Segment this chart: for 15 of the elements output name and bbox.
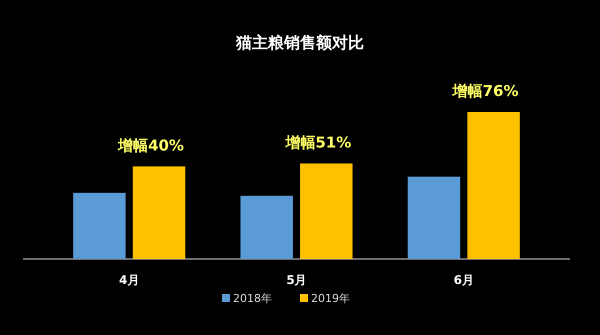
legend-label: 2018年 bbox=[233, 292, 272, 305]
bar bbox=[73, 192, 126, 259]
annotation: 增幅76% bbox=[452, 82, 519, 100]
legend-label: 2019年 bbox=[311, 292, 350, 305]
bar bbox=[300, 163, 353, 259]
bar bbox=[408, 176, 460, 259]
annotation: 增幅51% bbox=[284, 133, 352, 152]
x-tick-label: 5月 bbox=[286, 273, 307, 287]
annotation: 增幅40% bbox=[117, 136, 184, 154]
bar bbox=[467, 112, 520, 259]
x-tick-label: 6月 bbox=[454, 273, 474, 287]
bar bbox=[132, 166, 186, 259]
chart-title: 猫主粮销售额对比 bbox=[235, 33, 364, 52]
bar bbox=[240, 196, 293, 259]
x-tick-label: 4月 bbox=[119, 273, 140, 287]
